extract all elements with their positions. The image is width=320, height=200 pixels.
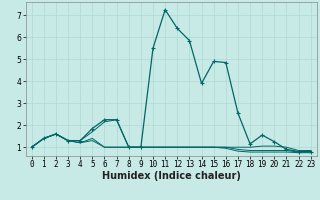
X-axis label: Humidex (Indice chaleur): Humidex (Indice chaleur) [102,171,241,181]
